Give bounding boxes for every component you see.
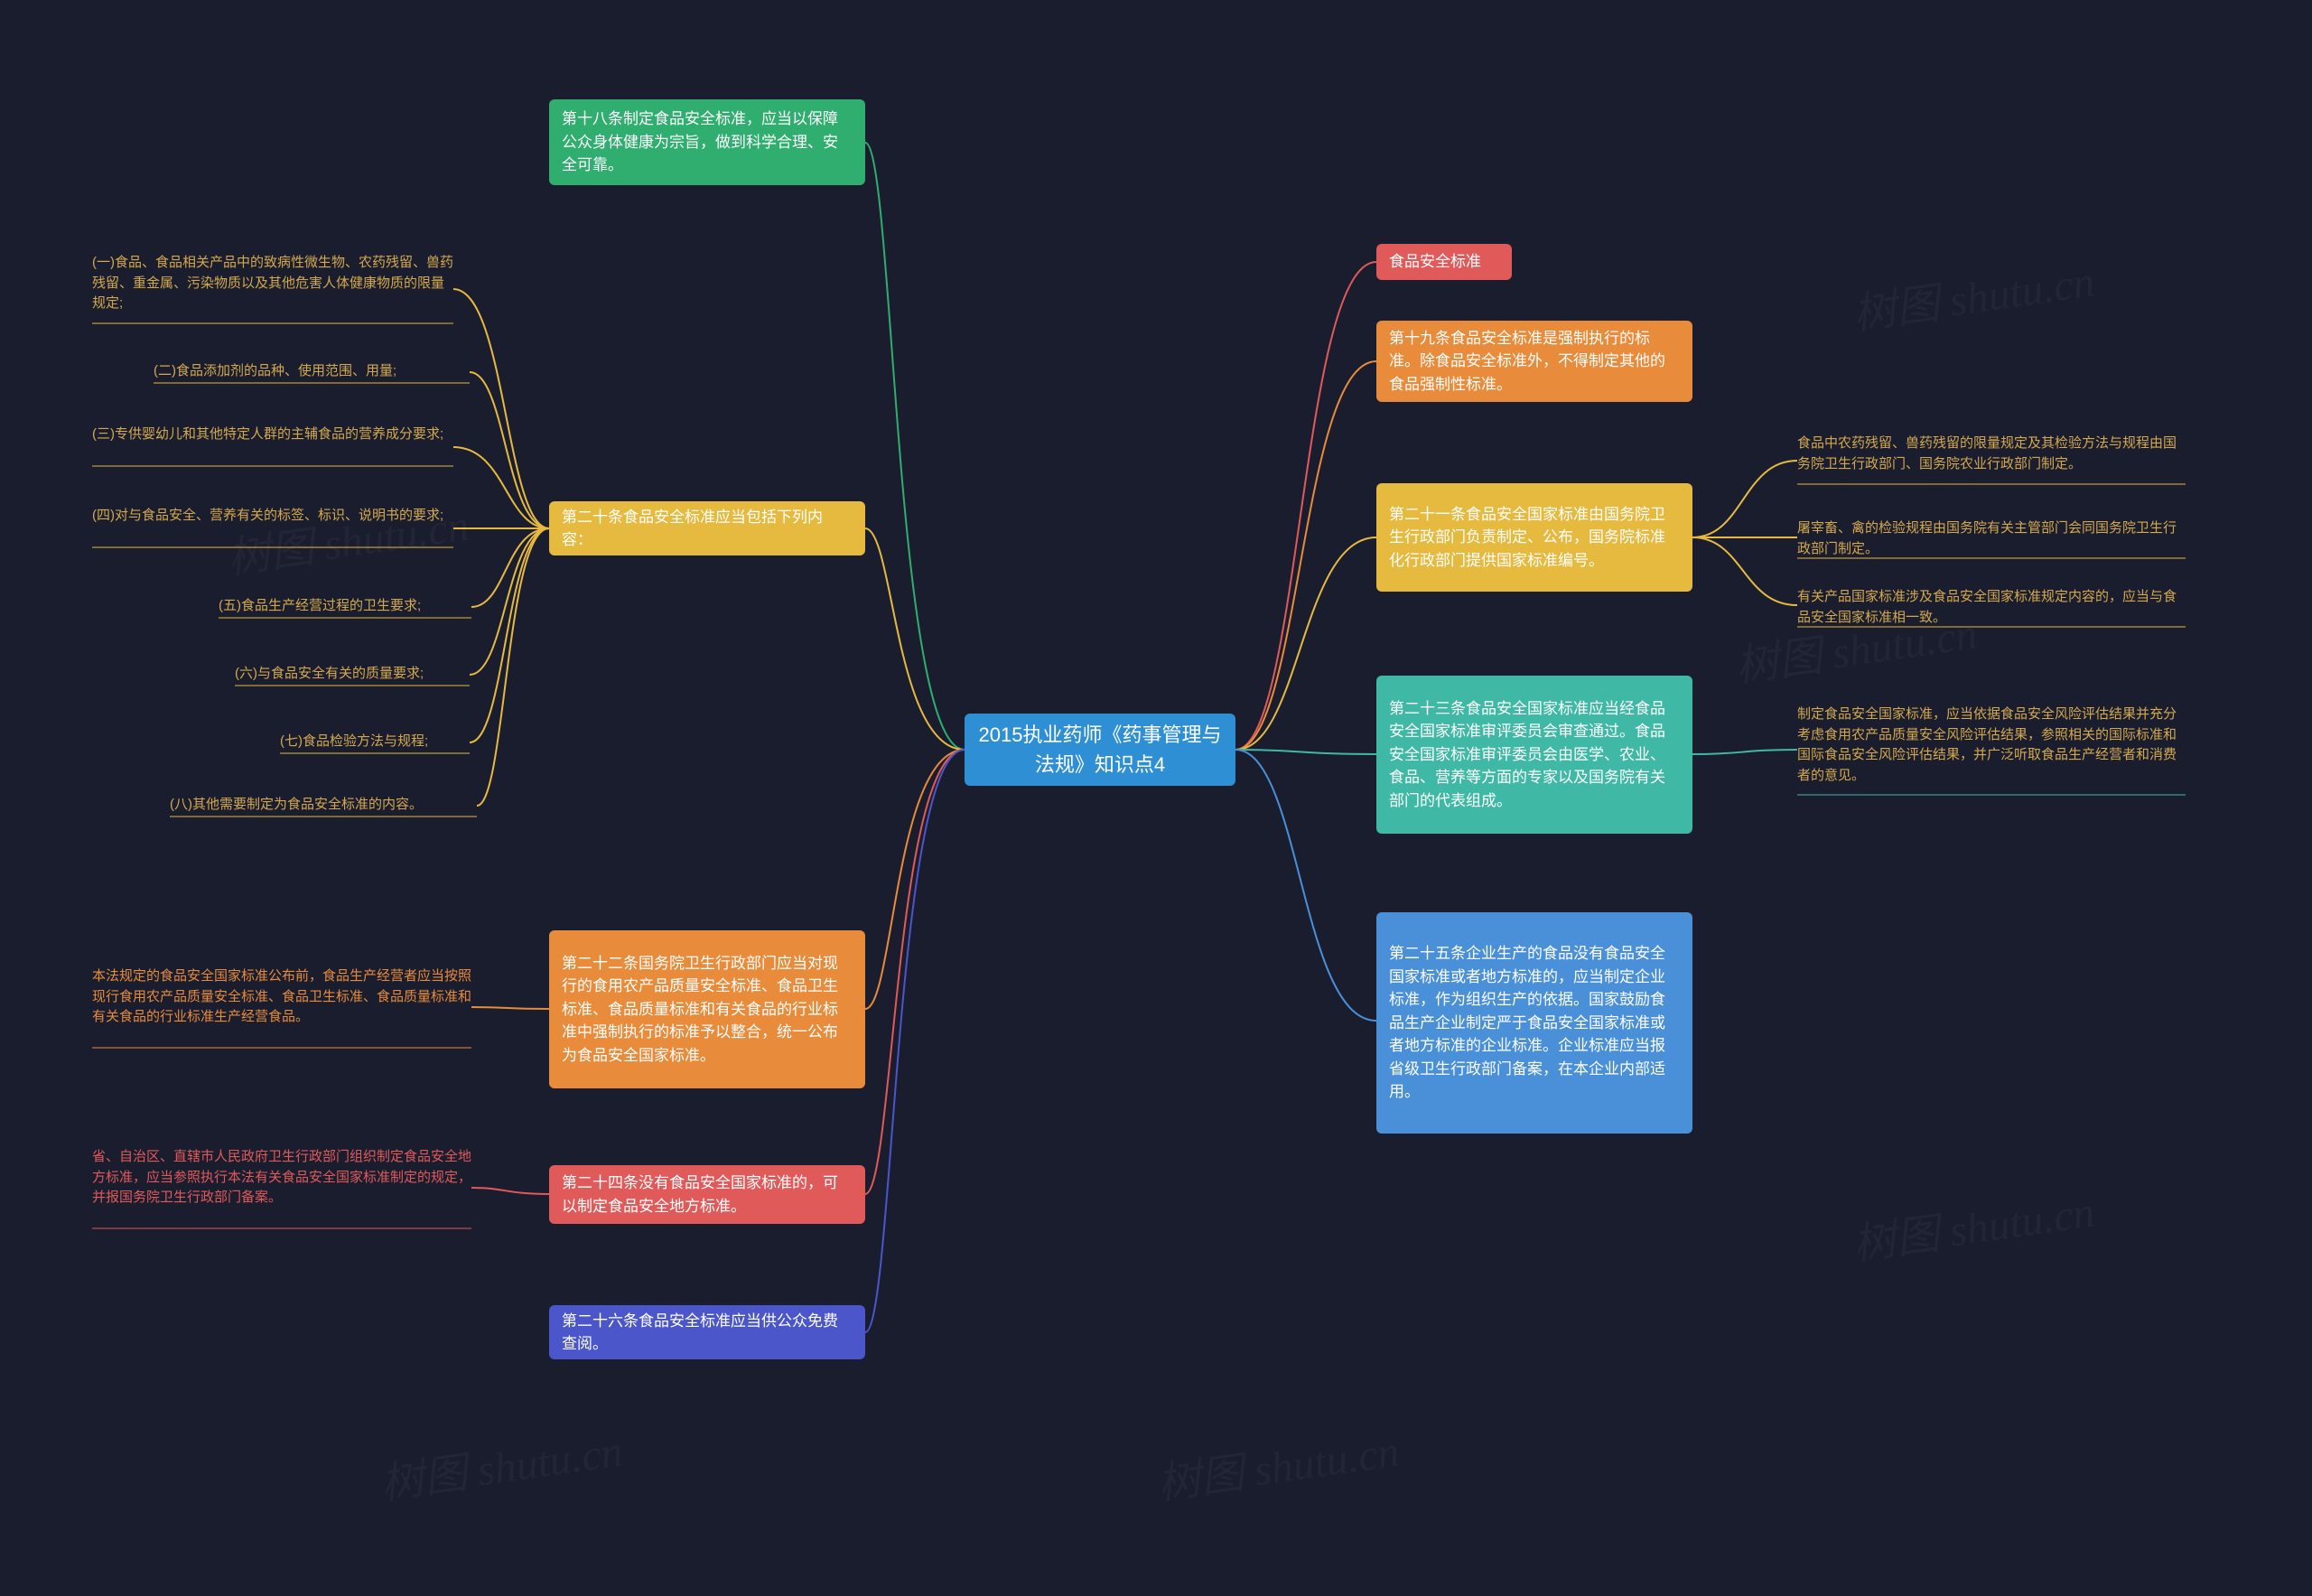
node-text: 第二十二条国务院卫生行政部门应当对现行的食用农产品质量安全标准、食品卫生标准、食… — [562, 952, 853, 1068]
leaf-text: (七)食品检验方法与规程; — [280, 733, 428, 749]
leaf-text: 食品中农药残留、兽药残留的限量规定及其检验方法与规程由国务院卫生行政部门、国务院… — [1797, 435, 2177, 471]
node-text: 第二十一条食品安全国家标准由国务院卫生行政部门负责制定、公布，国务院标准化行政部… — [1389, 503, 1680, 573]
leaf-text: 有关产品国家标准涉及食品安全国家标准规定内容的，应当与食品安全国家标准相一致。 — [1797, 589, 2177, 625]
node-l3: 第二十二条国务院卫生行政部门应当对现行的食用农产品质量安全标准、食品卫生标准、食… — [549, 930, 865, 1088]
watermark: 树图 shutu.cn — [1152, 1415, 1402, 1512]
node-text: 食品安全标准 — [1389, 250, 1481, 274]
node-text: 第二十三条食品安全国家标准应当经食品安全国家标准审评委员会审查通过。食品安全国家… — [1389, 697, 1680, 813]
leaf-text: (二)食品添加剂的品种、使用范围、用量; — [154, 363, 396, 378]
root-text: 2015执业药师《药事管理与法规》知识点4 — [977, 720, 1223, 779]
node-text: 第十八条制定食品安全标准，应当以保障公众身体健康为宗旨，做到科学合理、安全可靠。 — [562, 107, 853, 177]
node-text: 第二十四条没有食品安全国家标准的，可以制定食品安全地方标准。 — [562, 1171, 853, 1218]
leaf-l2-1: (二)食品添加剂的品种、使用范围、用量; — [154, 361, 470, 382]
leaf-l2-7: (八)其他需要制定为食品安全标准的内容。 — [170, 795, 477, 816]
leaf-r3-1: 屠宰畜、禽的检验规程由国务院有关主管部门会同国务院卫生行政部门制定。 — [1797, 518, 2186, 559]
leaf-l2-0: (一)食品、食品相关产品中的致病性微生物、农药残留、兽药残留、重金属、污染物质以… — [92, 253, 453, 314]
watermark: 树图 shutu.cn — [1848, 1176, 2097, 1273]
leaf-text: 制定食品安全国家标准，应当依据食品安全风险评估结果并充分考虑食用农产品质量安全风… — [1797, 706, 2177, 783]
node-l4: 第二十四条没有食品安全国家标准的，可以制定食品安全地方标准。 — [549, 1165, 865, 1224]
leaf-r3-0: 食品中农药残留、兽药残留的限量规定及其检验方法与规程由国务院卫生行政部门、国务院… — [1797, 434, 2186, 474]
leaf-l2-2: (三)专供婴幼儿和其他特定人群的主辅食品的营养成分要求; — [92, 425, 453, 445]
watermark: 树图 shutu.cn — [376, 1415, 625, 1512]
node-r5: 第二十五条企业生产的食品没有食品安全国家标准或者地方标准的，应当制定企业标准，作… — [1376, 912, 1692, 1134]
watermark: 树图 shutu.cn — [222, 490, 471, 586]
node-r4: 第二十三条食品安全国家标准应当经食品安全国家标准审评委员会审查通过。食品安全国家… — [1376, 676, 1692, 834]
leaf-text: (一)食品、食品相关产品中的致病性微生物、农药残留、兽药残留、重金属、污染物质以… — [92, 255, 453, 311]
leaf-text: 省、自治区、直辖市人民政府卫生行政部门组织制定食品安全地方标准，应当参照执行本法… — [92, 1149, 471, 1205]
leaf-l2-6: (七)食品检验方法与规程; — [280, 732, 470, 752]
leaf-text: (五)食品生产经营过程的卫生要求; — [219, 598, 421, 613]
node-l2: 第二十条食品安全标准应当包括下列内容： — [549, 501, 865, 555]
leaf-text: (八)其他需要制定为食品安全标准的内容。 — [170, 797, 423, 812]
node-text: 第十九条食品安全标准是强制执行的标准。除食品安全标准外，不得制定其他的食品强制性… — [1389, 327, 1680, 397]
leaf-text: (三)专供婴幼儿和其他特定人群的主辅食品的营养成分要求; — [92, 426, 443, 442]
leaf-l4-0: 省、自治区、直辖市人民政府卫生行政部门组织制定食品安全地方标准，应当参照执行本法… — [92, 1147, 471, 1209]
leaf-l3-0: 本法规定的食品安全国家标准公布前，食品生产经营者应当按照现行食用农产品质量安全标… — [92, 966, 471, 1028]
watermark: 树图 shutu.cn — [1848, 246, 2097, 342]
node-l1: 第十八条制定食品安全标准，应当以保障公众身体健康为宗旨，做到科学合理、安全可靠。 — [549, 99, 865, 185]
node-text: 第二十条食品安全标准应当包括下列内容： — [562, 506, 853, 552]
root-node: 2015执业药师《药事管理与法规》知识点4 — [965, 714, 1235, 786]
node-r2: 第十九条食品安全标准是强制执行的标准。除食品安全标准外，不得制定其他的食品强制性… — [1376, 321, 1692, 402]
leaf-r3-2: 有关产品国家标准涉及食品安全国家标准规定内容的，应当与食品安全国家标准相一致。 — [1797, 587, 2186, 628]
leaf-l2-5: (六)与食品安全有关的质量要求; — [235, 664, 470, 685]
node-r3: 第二十一条食品安全国家标准由国务院卫生行政部门负责制定、公布，国务院标准化行政部… — [1376, 483, 1692, 592]
node-text: 第二十五条企业生产的食品没有食品安全国家标准或者地方标准的，应当制定企业标准，作… — [1389, 942, 1680, 1104]
node-l5: 第二十六条食品安全标准应当供公众免费查阅。 — [549, 1305, 865, 1359]
node-text: 第二十六条食品安全标准应当供公众免费查阅。 — [562, 1310, 853, 1356]
leaf-text: 本法规定的食品安全国家标准公布前，食品生产经营者应当按照现行食用农产品质量安全标… — [92, 968, 471, 1024]
leaf-text: (六)与食品安全有关的质量要求; — [235, 666, 424, 681]
leaf-l2-3: (四)对与食品安全、营养有关的标签、标识、说明书的要求; — [92, 506, 453, 527]
leaf-text: (四)对与食品安全、营养有关的标签、标识、说明书的要求; — [92, 508, 443, 523]
leaf-l2-4: (五)食品生产经营过程的卫生要求; — [219, 596, 471, 617]
leaf-r4-0: 制定食品安全国家标准，应当依据食品安全风险评估结果并充分考虑食用农产品质量安全风… — [1797, 705, 2186, 786]
leaf-text: 屠宰畜、禽的检验规程由国务院有关主管部门会同国务院卫生行政部门制定。 — [1797, 520, 2177, 556]
node-r1: 食品安全标准 — [1376, 244, 1512, 280]
